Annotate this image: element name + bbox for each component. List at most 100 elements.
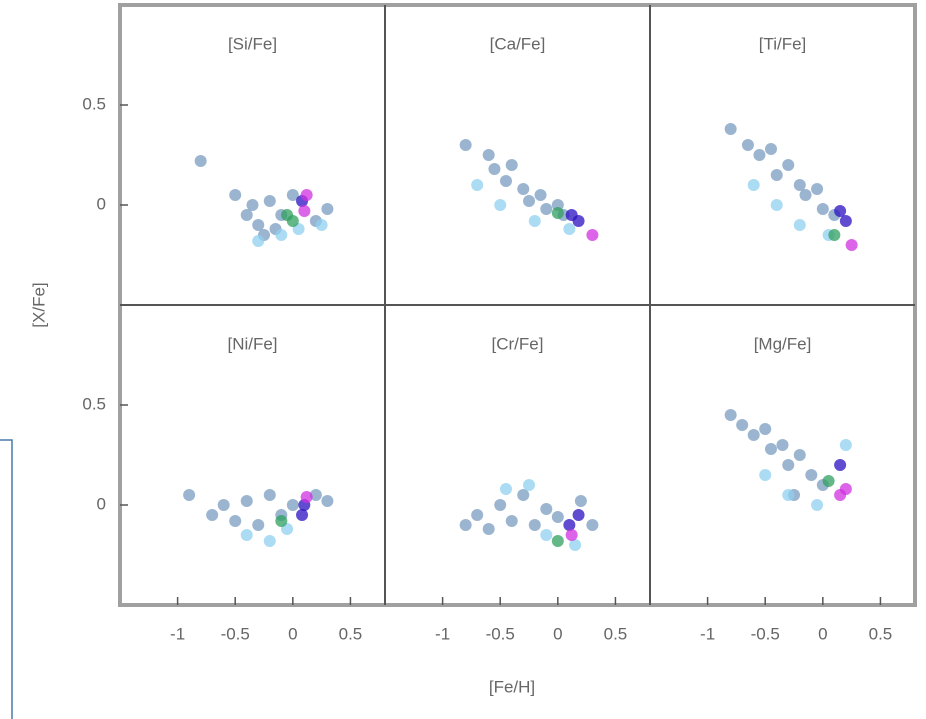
data-point [839, 215, 852, 227]
x-tick-label: 0 [818, 624, 827, 643]
data-point [724, 409, 737, 421]
data-point [759, 469, 772, 481]
data-point [321, 495, 334, 507]
data-point [770, 199, 783, 211]
data-point [845, 239, 858, 251]
data-point [551, 511, 564, 523]
data-point [551, 535, 564, 547]
data-point [747, 179, 760, 191]
data-point [540, 203, 553, 215]
data-point [753, 149, 766, 161]
data-point [499, 175, 512, 187]
data-point [834, 205, 847, 217]
data-point [246, 199, 259, 211]
data-point [471, 509, 484, 521]
data-point [782, 459, 795, 471]
data-point [805, 469, 818, 481]
data-point [793, 449, 806, 461]
x-tick-label: -0.5 [486, 624, 515, 643]
data-point [822, 475, 835, 487]
data-point [540, 503, 553, 515]
data-point [574, 495, 587, 507]
data-point [523, 479, 536, 491]
data-point [183, 489, 196, 501]
data-point [770, 169, 783, 181]
data-point [551, 207, 564, 219]
data-point [309, 489, 322, 501]
data-point [839, 439, 852, 451]
data-point [736, 419, 749, 431]
data-point [494, 499, 507, 511]
data-point [586, 519, 599, 531]
data-point [263, 535, 276, 547]
data-point [315, 219, 328, 231]
y-tick-label: 0.5 [82, 94, 106, 113]
data-point [799, 189, 812, 201]
selection-border [0, 439, 13, 719]
data-point [534, 189, 547, 201]
data-point [764, 143, 777, 155]
data-point [459, 519, 472, 531]
data-point [528, 215, 541, 227]
data-point [252, 219, 265, 231]
data-point [540, 529, 553, 541]
data-point [572, 215, 585, 227]
panel-title: [Ti/Fe] [759, 34, 807, 53]
data-point [263, 195, 276, 207]
data-point [286, 215, 299, 227]
data-point [572, 509, 585, 521]
x-tick-label: 0 [553, 624, 562, 643]
data-point [298, 205, 311, 217]
data-point [782, 159, 795, 171]
data-point [296, 509, 309, 521]
data-point [252, 519, 265, 531]
data-point [569, 539, 582, 551]
data-point [471, 179, 484, 191]
data-point [240, 529, 253, 541]
x-tick-label: 0.5 [869, 624, 893, 643]
data-point [563, 519, 576, 531]
data-point [517, 183, 530, 195]
data-point [263, 489, 276, 501]
data-point [839, 483, 852, 495]
x-tick-label: -1 [435, 624, 450, 643]
data-point [286, 189, 299, 201]
data-point [811, 183, 824, 195]
data-point [482, 149, 495, 161]
data-point [565, 529, 578, 541]
data-point [300, 189, 313, 201]
panel-title: [Ni/Fe] [227, 334, 277, 353]
data-point [499, 483, 512, 495]
data-point [229, 189, 242, 201]
data-point [240, 495, 253, 507]
x-tick-label: -0.5 [751, 624, 780, 643]
data-point [586, 229, 599, 241]
data-point [782, 489, 795, 501]
data-point [724, 123, 737, 135]
panel-title: [Ca/Fe] [490, 34, 546, 53]
data-point [505, 515, 518, 527]
data-point [286, 499, 299, 511]
data-point [275, 515, 288, 527]
data-point [776, 439, 789, 451]
data-point [793, 219, 806, 231]
data-point [523, 195, 536, 207]
data-point [229, 515, 242, 527]
data-point [321, 203, 334, 215]
x-tick-label: 0.5 [339, 624, 363, 643]
x-tick-label: 0 [288, 624, 297, 643]
y-tick-label: 0 [97, 194, 106, 213]
data-point [482, 523, 495, 535]
data-point [275, 229, 288, 241]
data-point [793, 179, 806, 191]
panel-title: [Mg/Fe] [754, 334, 812, 353]
data-point [834, 459, 847, 471]
data-point [300, 491, 313, 503]
x-tick-label: 0.5 [604, 624, 628, 643]
data-point [528, 519, 541, 531]
x-tick-label: -0.5 [221, 624, 250, 643]
panel-title: [Si/Fe] [228, 34, 277, 53]
data-point [206, 509, 219, 521]
data-point [741, 139, 754, 151]
